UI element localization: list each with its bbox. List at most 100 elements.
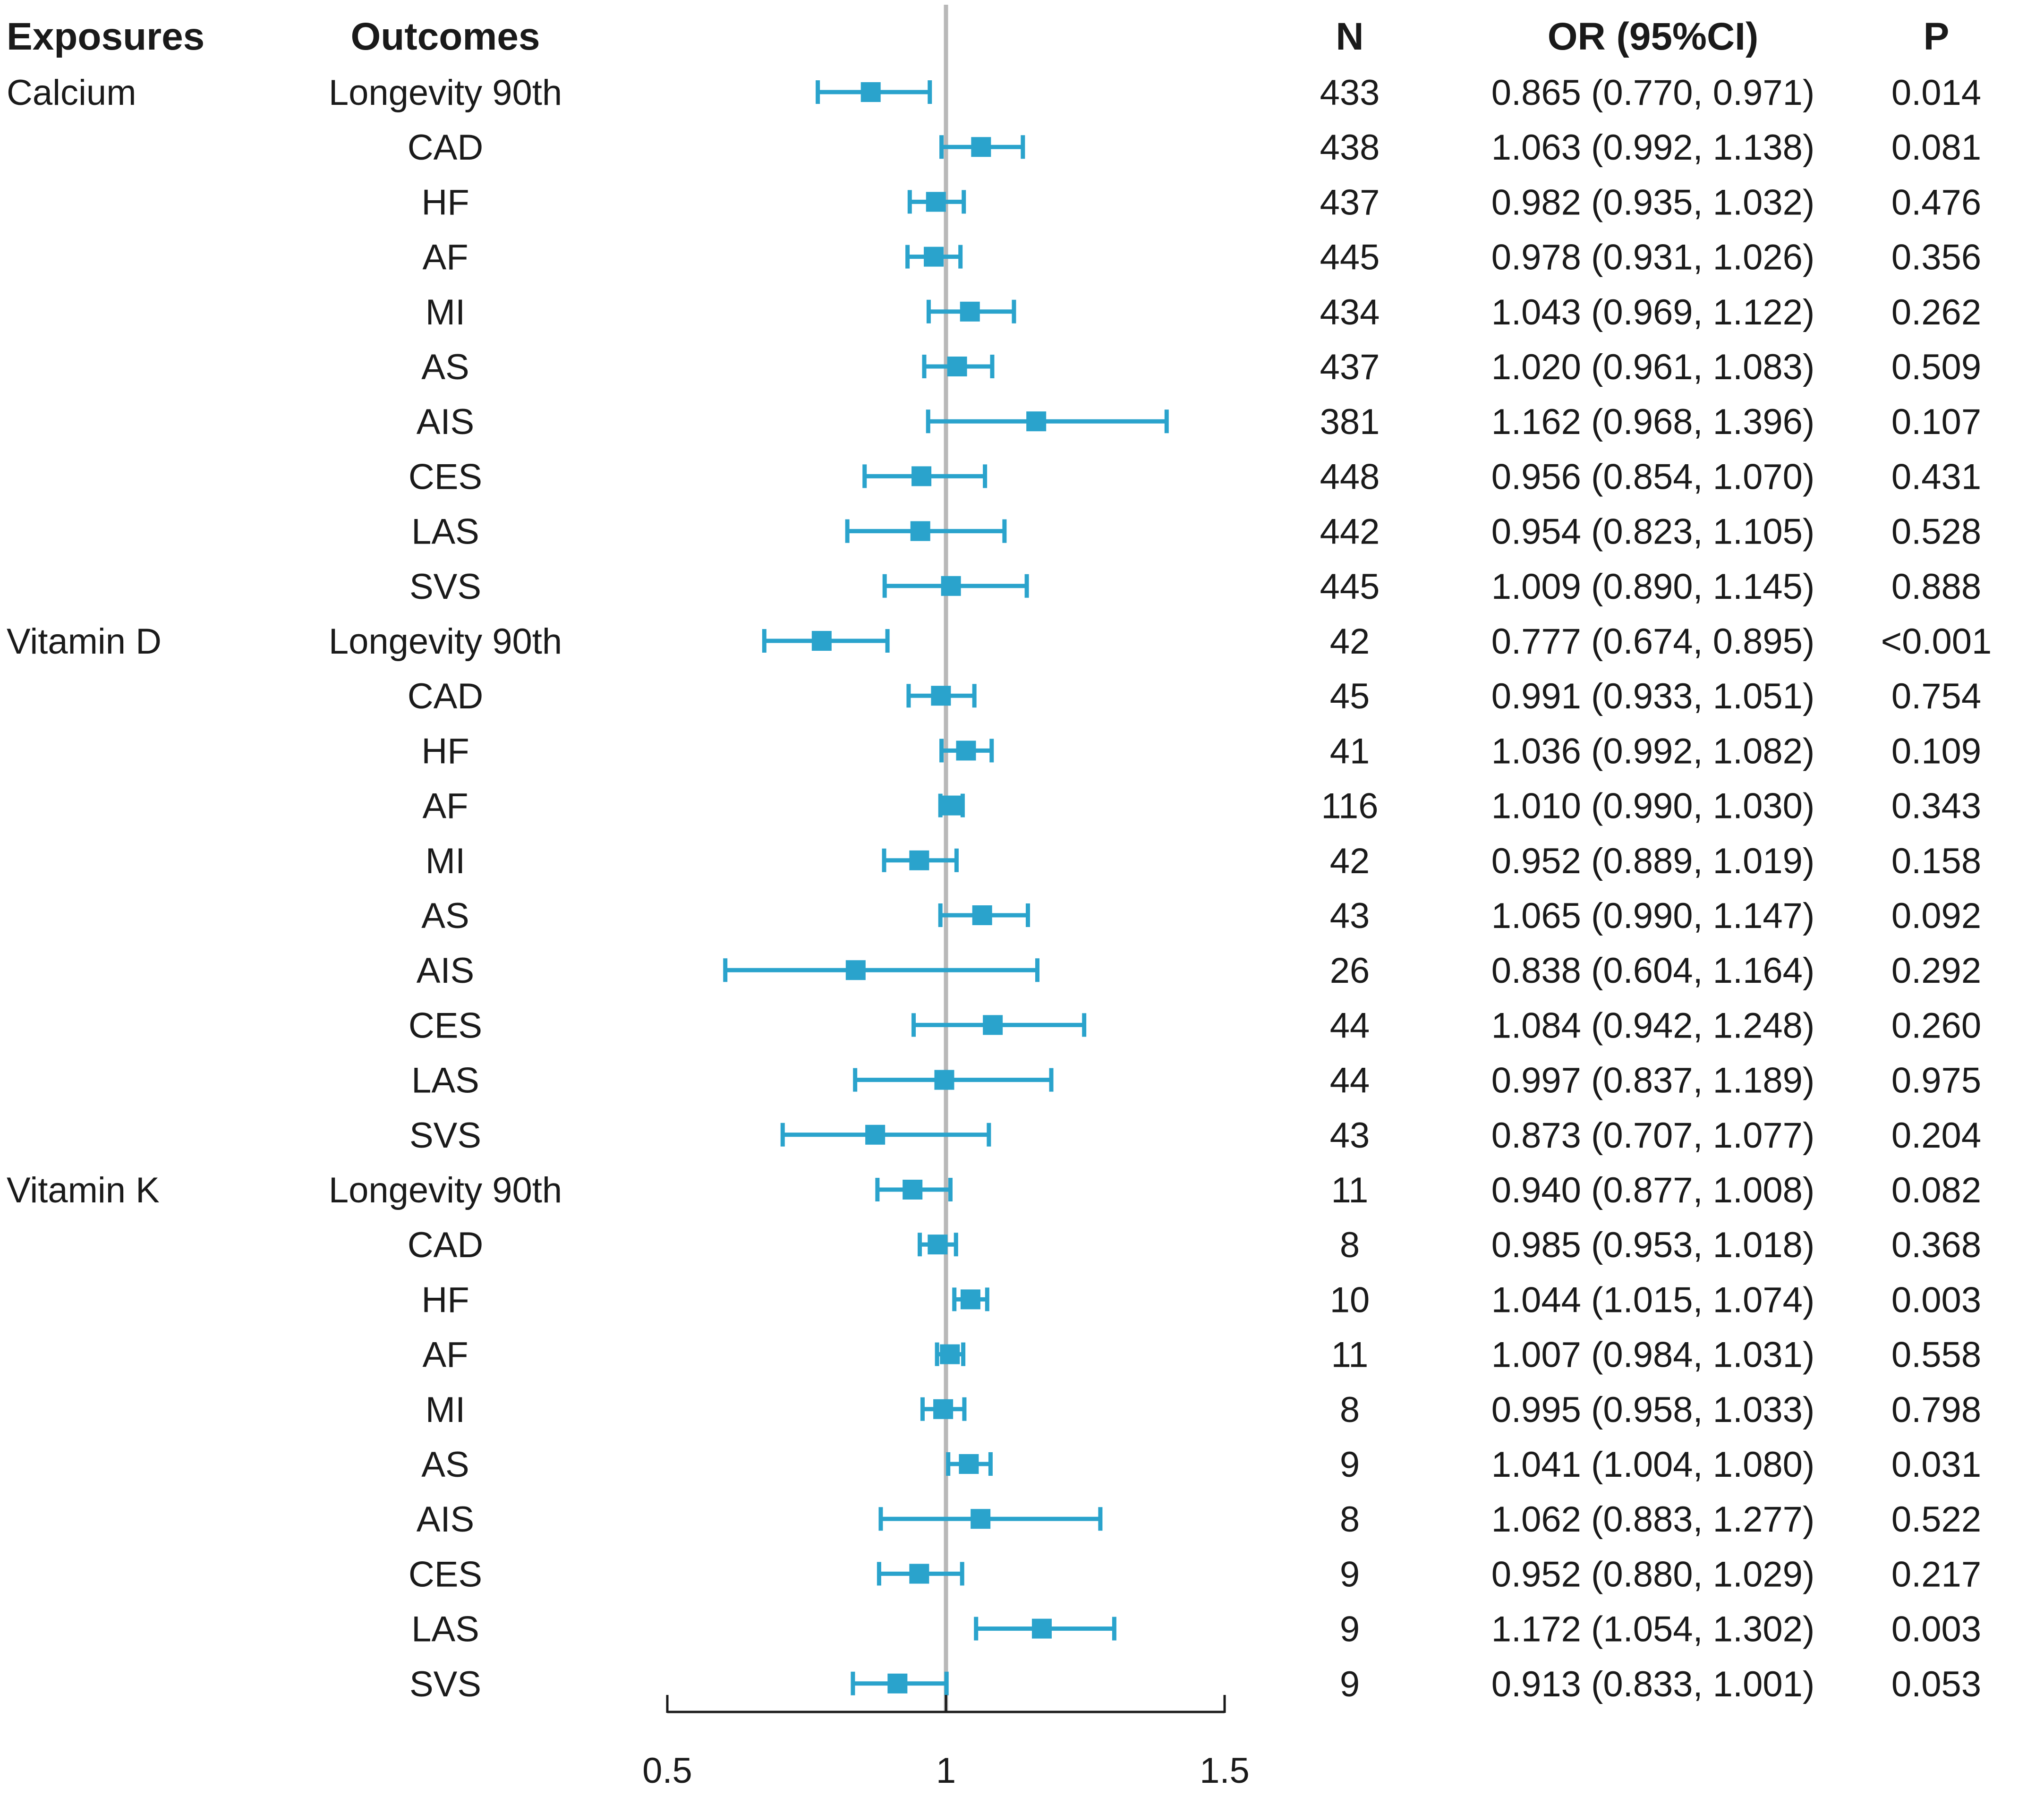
- point-estimate: [1031, 1618, 1052, 1639]
- table-row: LAS 44 0.997 (0.837, 1.189) 0.975: [411, 1061, 1981, 1101]
- table-row: AIS 381 1.162 (0.968, 1.396) 0.107: [417, 402, 1981, 442]
- or-ci-text: 1.007 (0.984, 1.031): [1491, 1335, 1815, 1375]
- outcome-label: CES: [409, 457, 482, 497]
- outcome-label: AIS: [417, 1499, 475, 1540]
- p-value: 0.092: [1891, 896, 1981, 936]
- point-estimate: [845, 960, 866, 980]
- x-tick-label: 1: [936, 1751, 956, 1791]
- p-value: 0.217: [1891, 1554, 1981, 1594]
- p-value: 0.003: [1891, 1609, 1981, 1650]
- or-ci-text: 1.062 (0.883, 1.277): [1491, 1499, 1815, 1540]
- rows-layer: Calcium Longevity 90th 433 0.865 (0.770, 0.…: [7, 73, 1992, 1704]
- p-value: 0.204: [1891, 1115, 1981, 1156]
- point-estimate: [934, 1070, 954, 1090]
- p-value: 0.109: [1891, 731, 1981, 771]
- or-ci-text: 0.865 (0.770, 0.971): [1491, 73, 1815, 113]
- point-estimate: [887, 1673, 908, 1694]
- outcome-label: AF: [422, 238, 468, 278]
- or-ci-text: 0.991 (0.933, 1.051): [1491, 676, 1815, 716]
- table-row: Vitamin D Longevity 90th 42 0.777 (0.674, 0…: [7, 621, 1992, 662]
- table-row: AIS 26 0.838 (0.604, 1.164) 0.292: [417, 951, 1981, 991]
- point-estimate: [924, 247, 944, 267]
- table-row: MI 42 0.952 (0.889, 1.019) 0.158: [426, 841, 1981, 881]
- point-estimate: [983, 1015, 1003, 1035]
- point-estimate: [911, 466, 932, 486]
- table-row: AF 11 1.007 (0.984, 1.031) 0.558: [422, 1335, 1981, 1375]
- p-value: 0.014: [1891, 73, 1981, 113]
- or-ci-text: 1.065 (0.990, 1.147): [1491, 896, 1815, 936]
- table-row: MI 434 1.043 (0.969, 1.122) 0.262: [426, 292, 1981, 332]
- n-value: 43: [1330, 896, 1370, 936]
- table-row: Calcium Longevity 90th 433 0.865 (0.770, 0.…: [7, 73, 1981, 113]
- table-row: AF 116 1.010 (0.990, 1.030) 0.343: [422, 786, 1981, 826]
- p-value: 0.558: [1891, 1335, 1981, 1375]
- outcome-label: AIS: [417, 402, 475, 442]
- table-row: AF 445 0.978 (0.931, 1.026) 0.356: [422, 238, 1981, 278]
- outcome-label: HF: [421, 182, 469, 222]
- outcome-label: LAS: [411, 512, 479, 552]
- n-value: 434: [1320, 292, 1380, 332]
- point-estimate: [811, 631, 832, 651]
- outcome-label: HF: [421, 731, 469, 771]
- header-or: OR (95%CI): [1548, 15, 1759, 58]
- or-ci-text: 0.873 (0.707, 1.077): [1491, 1115, 1815, 1156]
- x-tick-label: 1.5: [1200, 1751, 1250, 1791]
- outcome-label: LAS: [411, 1061, 479, 1101]
- point-estimate: [941, 576, 961, 596]
- table-row: AIS 8 1.062 (0.883, 1.277) 0.522: [417, 1499, 1981, 1540]
- point-estimate: [971, 1509, 991, 1529]
- n-value: 11: [1331, 1335, 1369, 1375]
- or-ci-text: 0.838 (0.604, 1.164): [1491, 951, 1815, 991]
- table-row: CES 44 1.084 (0.942, 1.248) 0.260: [409, 1005, 1981, 1046]
- outcome-label: SVS: [409, 1115, 481, 1156]
- exposure-label: Vitamin K: [7, 1170, 160, 1210]
- outcome-label: CAD: [408, 1225, 483, 1265]
- table-row: Vitamin K Longevity 90th 11 0.940 (0.877, 1…: [7, 1170, 1981, 1210]
- outcome-label: AS: [421, 1445, 469, 1485]
- p-value: 0.888: [1891, 567, 1981, 607]
- n-value: 437: [1320, 182, 1380, 222]
- table-row: LAS 9 1.172 (1.054, 1.302) 0.003: [411, 1609, 1981, 1650]
- p-value: 0.053: [1891, 1664, 1981, 1704]
- p-value: 0.356: [1891, 238, 1981, 278]
- p-value: 0.262: [1891, 292, 1981, 332]
- p-value: 0.292: [1891, 951, 1981, 991]
- n-value: 10: [1330, 1280, 1370, 1320]
- x-axis: 0.5 1 1.5: [642, 1695, 1250, 1791]
- or-ci-text: 1.172 (1.054, 1.302): [1491, 1609, 1815, 1650]
- outcome-label: AS: [421, 896, 469, 936]
- point-estimate: [933, 1399, 954, 1419]
- point-estimate: [926, 192, 946, 212]
- outcome-label: HF: [421, 1280, 469, 1320]
- n-value: 41: [1330, 731, 1370, 771]
- p-value: 0.260: [1891, 1005, 1981, 1046]
- p-value: 0.798: [1891, 1390, 1981, 1430]
- or-ci-text: 0.940 (0.877, 1.008): [1491, 1170, 1815, 1210]
- or-ci-text: 1.009 (0.890, 1.145): [1491, 567, 1815, 607]
- point-estimate: [903, 1180, 923, 1200]
- p-value: 0.431: [1891, 457, 1981, 497]
- table-row: AS 43 1.065 (0.990, 1.147) 0.092: [421, 896, 1981, 936]
- point-estimate: [865, 1124, 886, 1145]
- table-row: CAD 438 1.063 (0.992, 1.138) 0.081: [408, 128, 1981, 168]
- p-value: 0.082: [1891, 1170, 1981, 1210]
- n-value: 9: [1340, 1664, 1360, 1704]
- table-row: MI 8 0.995 (0.958, 1.033) 0.798: [426, 1390, 1981, 1430]
- header-outcomes: Outcomes: [351, 15, 540, 58]
- n-value: 42: [1330, 621, 1370, 662]
- header-p: P: [1924, 15, 1950, 58]
- table-row: CAD 8 0.985 (0.953, 1.018) 0.368: [408, 1225, 1981, 1265]
- n-value: 43: [1330, 1115, 1370, 1156]
- n-value: 9: [1340, 1554, 1360, 1594]
- table-row: AS 9 1.041 (1.004, 1.080) 0.031: [421, 1445, 1981, 1485]
- table-row: SVS 9 0.913 (0.833, 1.001) 0.053: [409, 1664, 1981, 1704]
- table-row: HF 10 1.044 (1.015, 1.074) 0.003: [421, 1280, 1981, 1320]
- or-ci-text: 1.043 (0.969, 1.122): [1491, 292, 1815, 332]
- outcome-label: CAD: [408, 128, 483, 168]
- x-tick-label: 0.5: [642, 1751, 692, 1791]
- n-value: 448: [1320, 457, 1380, 497]
- outcome-label: SVS: [409, 1664, 481, 1704]
- or-ci-text: 0.952 (0.880, 1.029): [1491, 1554, 1815, 1594]
- n-value: 44: [1330, 1061, 1370, 1101]
- n-value: 9: [1340, 1445, 1360, 1485]
